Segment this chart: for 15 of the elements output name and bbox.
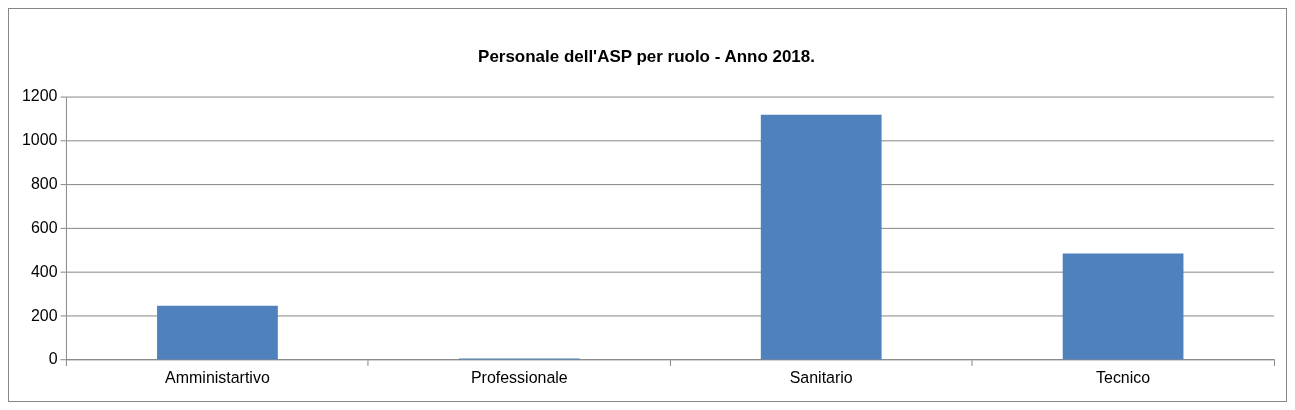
y-tick-label: 200	[30, 306, 58, 324]
bar	[157, 305, 278, 360]
y-tick-label: 0	[48, 350, 58, 368]
chart-title: Personale dell'ASP per ruolo - Anno 2018.	[478, 46, 815, 66]
x-tick-label: Professionale	[470, 368, 568, 386]
x-tick-label: Tecnico	[1096, 368, 1151, 386]
bar	[1062, 253, 1184, 360]
bar	[760, 114, 882, 360]
y-tick-label: 1200	[21, 87, 58, 105]
y-tick-label: 400	[30, 262, 58, 280]
y-tick-label: 800	[30, 175, 58, 193]
x-tick-label: Sanitario	[789, 368, 853, 386]
y-tick-label: 600	[30, 218, 58, 236]
x-tick-label: Amministartivo	[165, 368, 270, 386]
y-tick-label: 1000	[21, 131, 58, 149]
